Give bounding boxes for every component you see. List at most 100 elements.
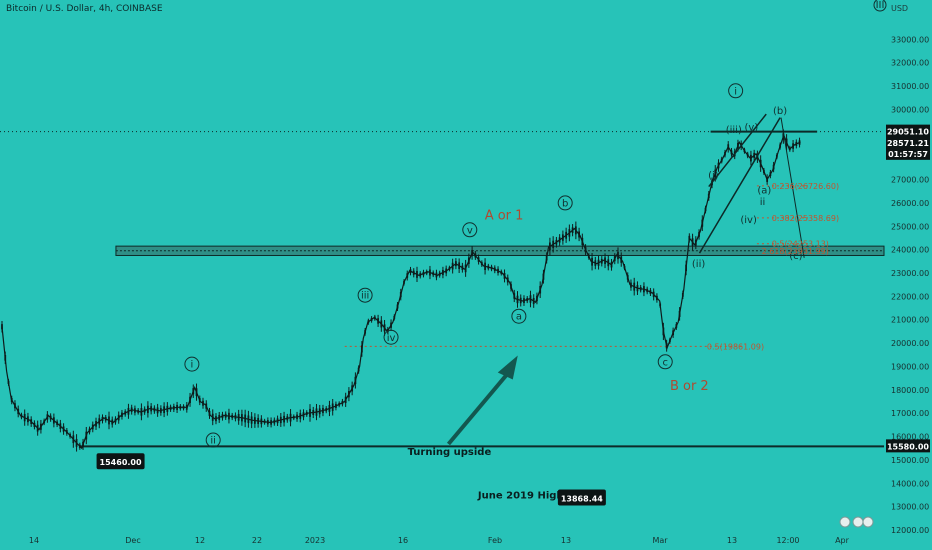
price-candle-body [17,408,20,415]
price-candle-body [208,410,211,416]
support-tag: 15580.00 [887,442,929,451]
price-candle-body [416,270,418,278]
price-candle-body [377,318,379,324]
price-candle-body [292,415,295,419]
price-candle-body [380,320,383,328]
price-candle-body [257,417,260,424]
x-tick-label: 13 [727,536,737,545]
price-candle-body [250,416,253,424]
resistance-tag-box [886,124,930,138]
price-candle-body [315,408,318,416]
price-candle-body [445,268,448,274]
price-candle-body [4,355,7,361]
x-tick-label: 22 [252,536,262,545]
price-candle-body [393,315,396,319]
price-candle-body [7,380,10,384]
price-candle-body [383,324,386,332]
price-candle-body [390,322,392,328]
price-candle-body [727,144,730,150]
price-candle-body [30,419,33,424]
up-arrow-head [497,355,518,380]
price-candle-body [448,267,451,270]
price-candle-body [95,421,97,427]
price-candle-body [40,423,42,430]
price-candle-body [296,414,298,420]
y-tick-label: 33000.00 [891,35,929,44]
price-candle-body [344,396,347,404]
price-candle-body [659,303,662,307]
price-candle-body [600,258,603,264]
y-tick-label: 23000.00 [891,269,929,278]
price-candle-body [36,424,39,432]
price-candle-body [263,420,266,424]
x-tick-label: 16 [398,536,408,545]
x-tick-label: Mar [652,536,668,545]
price-candle-body [56,421,59,425]
price-candle-body [143,408,146,413]
x-tick-label: 14 [29,536,39,545]
price-candle-body [224,413,227,418]
price-candle-body [156,407,159,414]
price-candle-body [396,304,399,309]
price-candle-body [526,297,529,302]
toolbar-icon[interactable] [852,516,864,528]
price-candle-body [626,275,629,280]
price-candle-body [717,162,720,169]
y-tick-label: 12000.00 [891,526,929,535]
wave-circle [205,432,221,448]
price-candle-body [746,153,749,157]
price-candle-body [338,402,341,406]
price-candle-body [159,408,162,413]
wave-label: v [467,225,473,236]
fib-level-label: 0.382(25358.69) [772,214,839,223]
price-candle-body [176,404,178,410]
price-candle-body [101,416,104,421]
price-candle-body [613,256,616,262]
fib-level-label: 0.5(19861.09) [707,342,764,351]
price-candle-body [529,295,532,303]
price-candle-body [539,285,542,294]
price-candle-body [23,413,26,422]
price-candle-body [78,444,81,448]
x-tick-label: 12:00 [776,536,799,545]
price-candle-body [782,133,785,140]
toolbar-icon[interactable] [839,516,851,528]
toolbar-icon[interactable] [862,516,874,528]
y-tick-label: 26000.00 [891,199,929,208]
price-candle-body [286,416,289,421]
price-candle-body [633,282,636,291]
y-tick-label: 24000.00 [891,246,929,255]
price-candle-body [555,239,558,245]
price-candle-body [766,177,769,182]
wave-label: ii [210,436,216,447]
price-candle-body [318,408,321,415]
corner-marker-icon [873,0,887,12]
price-candle-body [646,288,649,293]
price-candle-body [10,398,13,402]
y-tick-label: 13000.00 [891,503,929,512]
price-candle-body [425,271,428,274]
price-candle-body [487,265,490,269]
price-candle-body [91,424,94,430]
price-candle-body [72,435,75,444]
price-candle-body [146,405,149,414]
price-candle-body [253,417,256,424]
b-or-2-label: B or 2 [670,379,709,394]
x-tick-label: Dec [125,536,140,545]
wave-label: (c) [789,251,802,262]
price-candle-body [185,404,188,410]
price-candle-body [409,269,412,274]
price-candle-body [480,262,483,266]
price-candle-body [471,250,474,257]
price-candle-body [205,403,208,409]
last-price-tag-box [886,135,930,149]
low-price-label: 15460.00 [100,458,142,467]
price-candle-body [788,147,791,151]
price-candle-body [681,292,684,297]
price-candle-body [630,282,632,288]
price-candle-body [750,154,752,162]
channel-upper-line [708,113,767,188]
price-candle-body [532,297,535,305]
wave-label: a [516,312,522,323]
